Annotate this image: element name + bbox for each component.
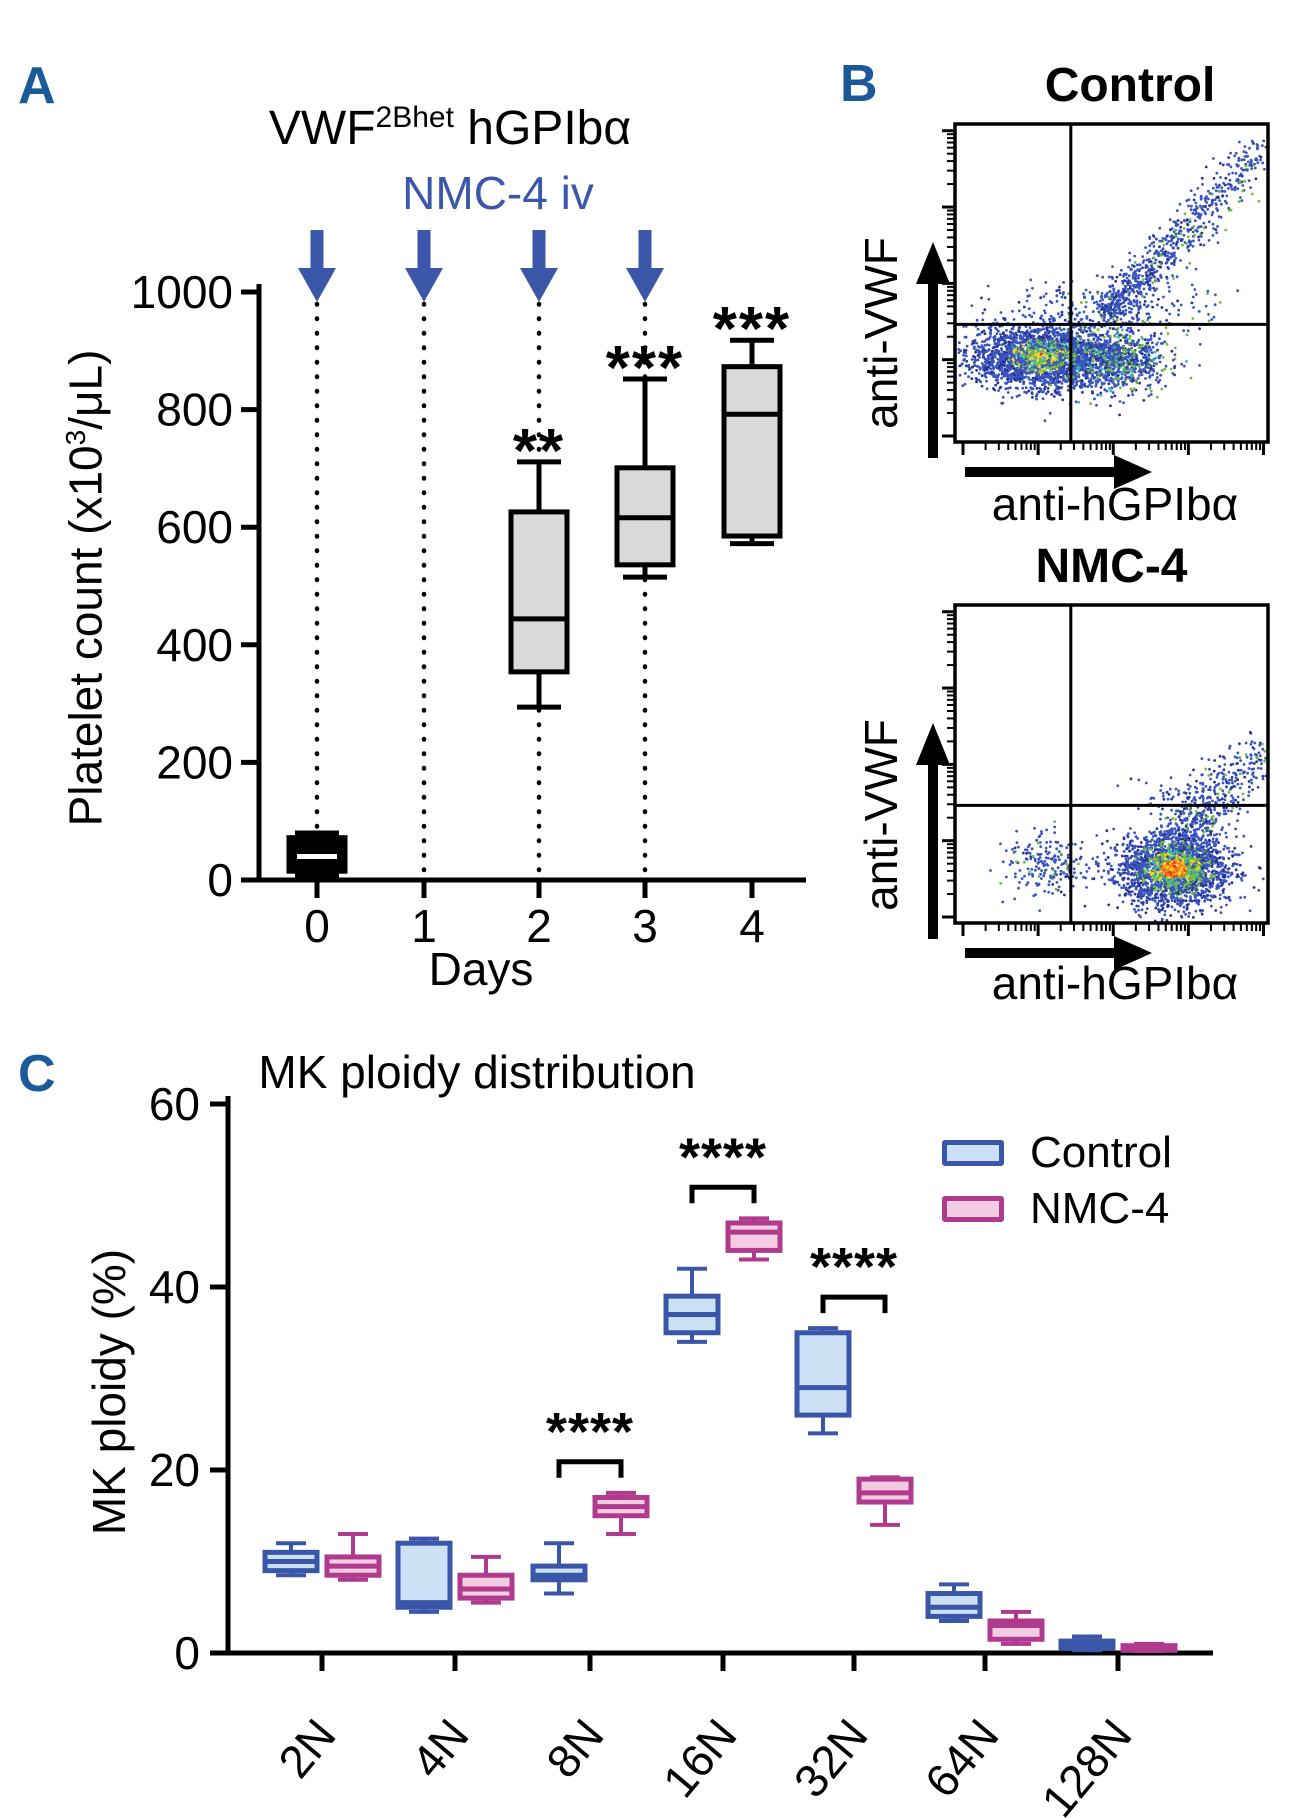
panel-a-injection-label: NMC-4 iv	[402, 167, 594, 219]
panel-b-control-scatter	[916, 122, 1270, 489]
legend-label-control: Control	[1030, 1128, 1172, 1177]
svg-text:0: 0	[207, 854, 233, 906]
legend-row-control: Control	[942, 1131, 1172, 1175]
svg-text:***: ***	[606, 334, 684, 403]
panel-b-nmc4-scatter	[916, 603, 1270, 970]
svg-text:800: 800	[156, 384, 233, 436]
panel-c-legend: Control NMC-4	[942, 1131, 1172, 1248]
svg-text:2: 2	[526, 900, 552, 952]
svg-text:0: 0	[304, 900, 330, 952]
panel-c-y-axis-label: MK ploidy (%)	[83, 1248, 135, 1536]
svg-text:600: 600	[156, 501, 233, 553]
panel-a-x-axis-label: Days	[428, 943, 534, 995]
legend-label-nmc4: NMC-4	[1030, 1184, 1170, 1233]
svg-text:400: 400	[156, 619, 233, 671]
panel-a-title: VWF2Bhet hGPIbα	[230, 103, 670, 153]
svg-text:1000: 1000	[131, 266, 233, 318]
svg-text:200: 200	[156, 736, 233, 788]
panel-c-title: MK ploidy distribution	[258, 1046, 696, 1098]
panel-a-title-rest: hGPIbα	[453, 102, 632, 155]
panel-b-nmc4-x-label: anti-hGPIbα	[991, 957, 1239, 1009]
svg-text:3: 3	[632, 900, 658, 952]
panel-a-title-base: VWF	[268, 102, 376, 155]
svg-text:***: ***	[713, 295, 791, 364]
svg-text:4: 4	[739, 900, 765, 952]
panel-c-label: C	[18, 1045, 56, 1103]
svg-text:1: 1	[411, 900, 437, 952]
panel-b-control-title: Control	[1044, 59, 1216, 112]
panel-a-y-axis-label: Platelet count (x103/μL)	[59, 349, 112, 827]
panel-a-label: A	[18, 57, 56, 115]
panel-b-control-x-label: anti-hGPIbα	[991, 478, 1239, 530]
legend-row-nmc4: NMC-4	[942, 1187, 1172, 1231]
panel-b-nmc4-title: NMC-4	[1035, 540, 1188, 593]
panel-a-title-superscript: 2Bhet	[375, 101, 454, 134]
legend-swatch-nmc4	[942, 1196, 1004, 1222]
panel-b-label: B	[840, 55, 878, 113]
svg-text:**: **	[513, 417, 565, 486]
legend-swatch-control	[942, 1140, 1004, 1166]
